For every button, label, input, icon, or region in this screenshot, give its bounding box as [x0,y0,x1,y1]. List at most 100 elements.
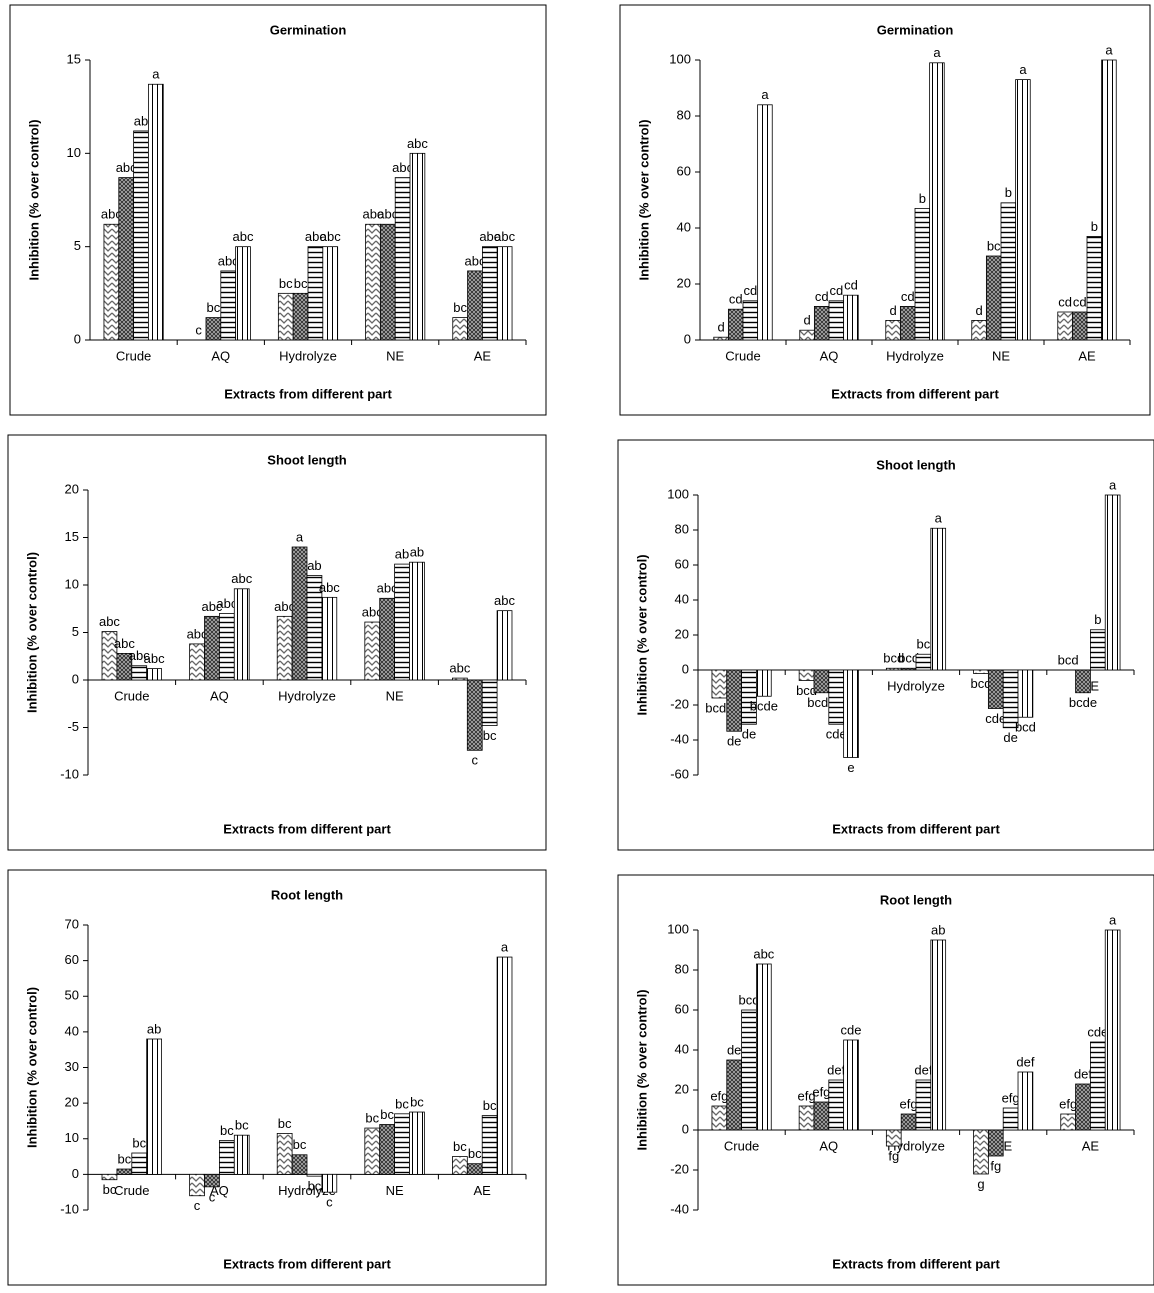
significance-label: bc [117,1151,131,1166]
bar [915,208,930,340]
significance-label: ab [147,1021,161,1036]
y-tick-label: 40 [677,219,691,234]
significance-label: g [977,1176,984,1191]
bar [886,320,901,340]
bar [1061,1114,1076,1130]
significance-label: bc [365,1111,379,1126]
significance-label: c [326,1195,333,1210]
bar [844,670,859,758]
bar [743,301,758,340]
bar [1076,670,1091,693]
y-tick-label: -20 [670,696,689,711]
y-tick-label: 60 [677,163,691,178]
bar [277,616,292,680]
significance-label: bc [483,1098,497,1113]
significance-label: bc [410,1094,424,1109]
x-tick-label: Hydrolyze [886,348,944,363]
x-tick-label: Hydrolyze [278,688,336,703]
significance-label: de [727,734,741,749]
significance-label: ab [307,558,321,573]
significance-label: bc [395,1096,409,1111]
significance-label: bc [483,728,497,743]
bar [467,1164,482,1175]
significance-label: bc [103,1182,117,1197]
bar [712,670,727,698]
bar [931,528,946,670]
bar [886,668,901,670]
bar [916,1080,931,1130]
bar [308,247,323,340]
significance-label: cde [841,1022,862,1037]
bar [206,318,221,340]
bar [1076,1084,1091,1130]
y-tick-label: 5 [74,238,81,253]
significance-label: cd [844,278,858,293]
significance-label: fg [888,1148,899,1163]
bar [452,678,467,680]
significance-label: abc [407,136,428,151]
chart-title: Root length [880,892,952,907]
bar [1018,1072,1033,1130]
bar [829,670,844,724]
y-axis-label: Inhibition (% over control) [634,989,649,1150]
significance-label: def [914,1062,932,1077]
significance-label: bc [293,1137,307,1152]
significance-label: c [472,753,479,768]
x-tick-label: Hydrolyze [279,348,337,363]
bar [844,1040,859,1130]
bar [1058,312,1073,340]
bar [886,1130,901,1146]
y-tick-label: 100 [667,921,689,936]
bar [974,670,989,674]
y-tick-label: 50 [65,988,79,1003]
chart-frame [8,870,546,1285]
significance-label: cd [815,289,829,304]
bar [727,1060,742,1130]
y-tick-label: 10 [65,576,79,591]
bar [814,306,829,340]
significance-label: cd [743,283,757,298]
x-tick-label: AQ [820,348,839,363]
significance-label: cd [901,289,915,304]
significance-label: de [742,727,756,742]
significance-label: d [975,303,982,318]
x-axis-label: Extracts from different part [831,386,999,401]
bar [1003,1108,1018,1130]
y-axis-label: Inhibition (% over control) [26,119,41,280]
significance-label: bcde [750,699,778,714]
bar [972,320,987,340]
bar [844,295,859,340]
significance-label: abc [231,571,252,586]
y-tick-label: 80 [675,961,689,976]
significance-label: ab [931,922,945,937]
significance-label: bcd [1058,652,1079,667]
significance-label: fg [990,1158,1001,1173]
bar [916,654,931,670]
bar [292,547,307,680]
bar [497,957,512,1174]
bar [104,224,119,340]
significance-label: a [933,45,941,60]
significance-label: abc [449,661,470,676]
bar [236,247,251,340]
bar [234,589,249,680]
x-tick-label: AE [474,1183,492,1198]
bar [1072,312,1087,340]
significance-label: abc [319,580,340,595]
bar [712,1106,727,1130]
bar [482,680,497,726]
bar [1016,80,1031,340]
bar [322,597,337,680]
y-tick-label: 15 [65,529,79,544]
y-tick-label: 30 [65,1059,79,1074]
significance-label: bc [235,1118,249,1133]
bar [234,1135,249,1174]
bar [1105,930,1120,1130]
significance-label: bc [380,1107,394,1122]
y-tick-label: -10 [60,1201,79,1216]
significance-label: b [919,191,926,206]
y-tick-label: -60 [670,766,689,781]
significance-label: bc [294,276,308,291]
x-tick-label: Crude [114,1183,149,1198]
